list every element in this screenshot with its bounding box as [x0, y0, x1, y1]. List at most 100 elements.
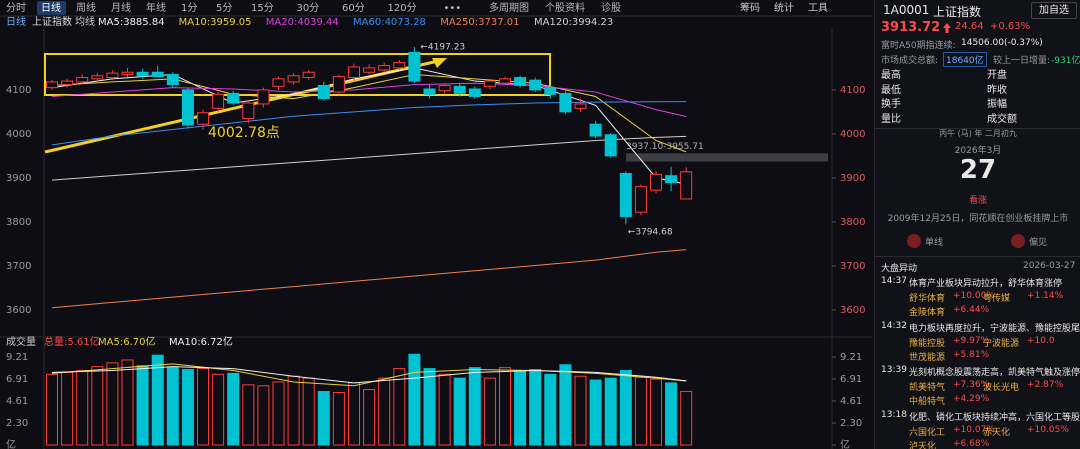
tool[interactable]: 筹码 — [740, 1, 760, 14]
candle-body — [227, 92, 240, 104]
candle-body — [136, 71, 149, 77]
volume-bar — [106, 362, 119, 446]
y-tick-label: 3800 — [840, 217, 865, 228]
stock-change: +10.0 — [1027, 335, 1055, 346]
button-bias[interactable]: 偏见 — [1029, 238, 1048, 248]
y-tick-label: 6.91 — [6, 374, 28, 385]
tab[interactable]: 60分 — [342, 2, 365, 14]
legend-entry: 总量:5.61亿 — [44, 335, 100, 348]
ma-line — [51, 82, 687, 117]
stock-change: +7.36% — [953, 380, 990, 390]
candle-body — [363, 67, 376, 73]
candle-body — [559, 92, 572, 113]
candle-body — [423, 88, 436, 95]
candle-body — [393, 62, 406, 69]
volume-bar — [423, 368, 436, 446]
tool[interactable]: 工具 — [808, 2, 828, 14]
candle-body — [378, 65, 391, 71]
tab[interactable]: 多周期图 — [489, 1, 529, 14]
volume-bar — [604, 377, 617, 446]
volume-bar — [121, 359, 134, 446]
stock-name: 中船特气 — [909, 397, 946, 407]
volume-bar — [181, 369, 194, 446]
volume-bar — [46, 373, 58, 446]
stock-name: 舒华体育 — [909, 294, 946, 304]
high-label: ←4197.23 — [420, 43, 465, 53]
period: 日线 — [6, 15, 26, 28]
tab[interactable]: 15分 — [251, 2, 274, 14]
tab[interactable]: 日线 — [41, 1, 61, 14]
stat-label: 最低 — [881, 84, 901, 96]
volume-bar — [619, 370, 632, 446]
candle-body — [544, 87, 557, 95]
index-name: 上证指数 — [32, 15, 72, 28]
tab[interactable]: 周线 — [76, 1, 96, 14]
tab[interactable]: 1分 — [181, 2, 197, 14]
add-button[interactable]: 加自选 — [1031, 2, 1077, 19]
candle-body — [348, 66, 360, 79]
candle-body — [604, 134, 617, 157]
legend-entry: MA250:3737.01 — [440, 17, 519, 28]
y-tick-label: 亿 — [840, 438, 850, 449]
candle-body — [181, 89, 194, 126]
candle-body — [46, 81, 58, 89]
ma-line — [51, 363, 687, 387]
futures: 14506.00(-0.37%) — [961, 38, 1043, 48]
volume-bar — [332, 391, 345, 446]
ma-line — [51, 101, 687, 146]
tool[interactable]: 统计 — [774, 1, 794, 14]
stat-label: 最高 — [881, 70, 901, 81]
delta: -931亿 — [1051, 56, 1080, 66]
tab[interactable]: 分时 — [6, 2, 26, 14]
y-tick-label: 9.21 — [6, 352, 28, 363]
zone-label: 3937.10-3955.71 — [626, 142, 704, 152]
volume-bar — [650, 378, 662, 446]
volume-bar — [91, 366, 104, 446]
stat-label: 开盘 — [987, 70, 1007, 81]
stat-label: 换手 — [881, 99, 901, 110]
y-tick-label: 3700 — [840, 261, 865, 272]
stock-name: 粤传媒 — [983, 294, 1011, 304]
tab[interactable]: ••• — [444, 3, 462, 14]
y-tick-label: 4000 — [6, 129, 31, 140]
tab[interactable]: 个股资料 — [545, 1, 585, 14]
candle-body — [589, 123, 602, 137]
candle-body — [574, 103, 587, 109]
tab[interactable]: 年线 — [146, 1, 166, 14]
tab[interactable]: 月线 — [111, 1, 131, 14]
candle-body — [529, 79, 542, 91]
stock-name: 世茂能源 — [909, 352, 946, 363]
tab[interactable]: 30分 — [297, 2, 320, 14]
futures-label: 富时A50期指连续: — [881, 41, 956, 51]
volume-bar — [574, 375, 587, 446]
volume-bar — [453, 377, 466, 446]
y-tick-label: 3900 — [840, 173, 865, 184]
candle-body — [483, 80, 496, 87]
candle-body — [212, 93, 225, 109]
y-tick-label: 4000 — [840, 129, 865, 140]
volume-bar — [634, 376, 647, 446]
button-single[interactable]: 单线 — [925, 238, 944, 248]
stock-change: +4.29% — [953, 394, 990, 404]
ma-line — [51, 135, 687, 181]
day: 27 — [959, 155, 997, 185]
y-tick-label: 3600 — [6, 305, 31, 316]
candle-body — [514, 77, 527, 86]
y-tick-label: 3600 — [840, 305, 865, 316]
volume-bar — [363, 389, 376, 446]
news-text: 化肥、磷化工板块持续冲高，六国化工等股涨 — [909, 412, 1080, 423]
candle-body — [106, 72, 119, 79]
tab[interactable]: 5分 — [216, 2, 232, 14]
candle-body — [438, 84, 451, 92]
zone — [626, 153, 828, 162]
ma-label: 均线 — [75, 15, 95, 28]
volume-bar — [665, 382, 678, 446]
tab[interactable]: 诊股 — [601, 1, 621, 14]
tab[interactable]: 120分 — [388, 2, 417, 14]
news-time: 13:18 — [881, 409, 907, 420]
volume-bar — [76, 370, 89, 446]
stock-name: 豫能控股 — [909, 338, 946, 349]
volume-bar — [272, 381, 285, 446]
legend-entry: MA120:3994.23 — [534, 17, 613, 28]
